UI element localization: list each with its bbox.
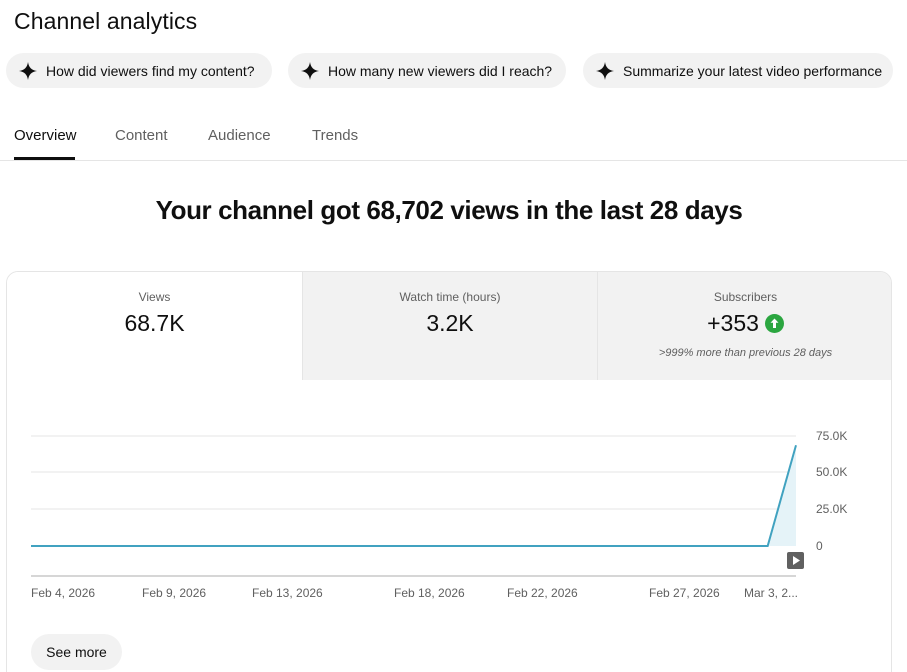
metric-value: +353 xyxy=(707,310,759,336)
analytics-tabs: Overview Content Audience Trends xyxy=(0,118,907,161)
metric-views[interactable]: Views 68.7K xyxy=(7,272,302,380)
views-headline: Your channel got 68,702 views in the las… xyxy=(155,195,743,225)
chip-latest-video-summary[interactable]: Summarize your latest video performance xyxy=(583,53,893,88)
sparkle-icon xyxy=(595,61,615,81)
metric-label: Views xyxy=(138,290,171,304)
metric-value: 68.7K xyxy=(124,310,185,336)
metric-comparison-note: >999% more than previous 28 days xyxy=(658,347,833,359)
chip-new-viewers[interactable]: How many new viewers did I reach? xyxy=(288,53,566,88)
metric-value-row: +353 xyxy=(598,310,891,337)
see-more-button[interactable]: See more xyxy=(31,634,122,670)
sparkle-icon xyxy=(300,61,320,81)
tab-audience[interactable]: Audience xyxy=(208,127,271,144)
chip-label: Summarize your latest video performance xyxy=(623,62,883,79)
active-tab-indicator xyxy=(14,157,75,160)
arrow-up-circle-icon xyxy=(764,314,784,333)
metric-label: Watch time (hours) xyxy=(399,290,501,304)
tab-content[interactable]: Content xyxy=(115,127,168,144)
page-title: Channel analytics xyxy=(14,8,198,34)
metric-label: Subscribers xyxy=(713,290,778,304)
tab-trends[interactable]: Trends xyxy=(312,127,359,144)
sparkle-icon xyxy=(18,61,38,81)
metric-watch-time[interactable]: Watch time (hours) 3.2K xyxy=(302,272,597,380)
metric-subscribers[interactable]: Subscribers +353 >999% more than previou… xyxy=(597,272,891,380)
chip-label: How did viewers find my content? xyxy=(46,62,255,79)
analytics-card: Views 68.7K Watch time (hours) 3.2K Subs… xyxy=(6,271,892,672)
chip-viewer-sources[interactable]: How did viewers find my content? xyxy=(6,53,272,88)
tab-overview[interactable]: Overview xyxy=(14,127,77,144)
chip-label: How many new viewers did I reach? xyxy=(328,62,553,79)
metric-value: 3.2K xyxy=(426,310,474,336)
